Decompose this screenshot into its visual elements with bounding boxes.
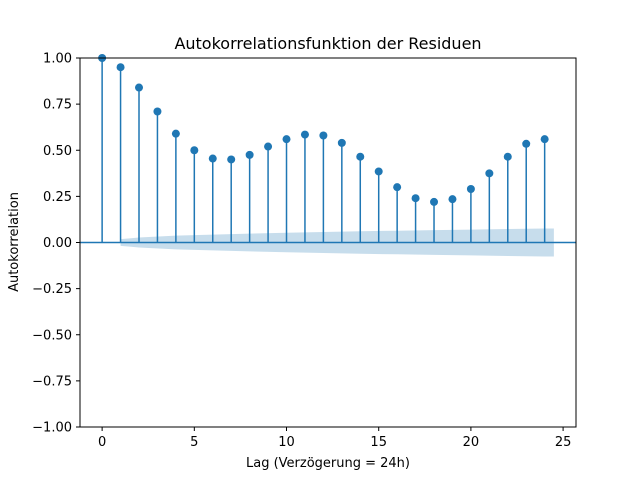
y-tick-label-1: −0.75 xyxy=(32,374,72,389)
acf-point-lag-13 xyxy=(337,138,346,147)
acf-point-lag-1 xyxy=(116,63,125,72)
acf-point-lag-5 xyxy=(190,146,199,155)
y-tick-label-4: 0.00 xyxy=(43,236,72,251)
acf-point-lag-17 xyxy=(411,194,420,203)
acf-point-lag-9 xyxy=(264,142,273,151)
x-tick-label-0: 0 xyxy=(98,435,106,450)
y-tick-label-5: 0.25 xyxy=(43,190,72,205)
chart-title: Autokorrelationsfunktion der Residuen xyxy=(174,34,481,53)
y-tick-label-6: 0.50 xyxy=(43,144,72,159)
acf-point-lag-6 xyxy=(208,154,217,163)
x-axis-label: Lag (Verzögerung = 24h) xyxy=(246,456,410,471)
y-tick-label-0: −1.00 xyxy=(32,421,72,436)
x-tick-label-25: 25 xyxy=(555,435,572,450)
acf-point-lag-10 xyxy=(282,135,291,144)
acf-point-lag-21 xyxy=(485,169,494,178)
x-tick-label-10: 10 xyxy=(278,435,295,450)
acf-point-lag-18 xyxy=(430,197,439,206)
acf-point-lag-16 xyxy=(393,183,402,192)
acf-point-lag-19 xyxy=(448,195,457,204)
acf-point-lag-12 xyxy=(319,131,328,140)
y-tick-label-2: −0.50 xyxy=(32,328,72,343)
acf-point-lag-2 xyxy=(135,83,144,92)
x-tick-label-5: 5 xyxy=(190,435,198,450)
y-axis-label: Autokorrelation xyxy=(7,192,22,292)
y-tick-label-3: −0.25 xyxy=(32,282,72,297)
acf-point-lag-15 xyxy=(374,167,383,176)
acf-point-lag-22 xyxy=(503,152,512,161)
x-tick-label-20: 20 xyxy=(463,435,480,450)
acf-point-lag-8 xyxy=(245,150,254,159)
acf-point-lag-20 xyxy=(466,184,475,193)
acf-point-lag-4 xyxy=(171,129,180,138)
acf-point-lag-3 xyxy=(153,107,162,116)
acf-point-lag-7 xyxy=(227,155,236,164)
acf-point-lag-14 xyxy=(356,152,365,161)
y-tick-label-8: 1.00 xyxy=(43,52,72,67)
acf-point-lag-24 xyxy=(540,135,549,144)
acf-point-lag-23 xyxy=(522,139,531,148)
y-tick-label-7: 0.75 xyxy=(43,98,72,113)
x-tick-label-15: 15 xyxy=(370,435,387,450)
plot-area: 0 5 10 15 20 25 −1.00 −0.75 −0.50 −0.25 0.00 0.25 0.… xyxy=(32,52,577,450)
acf-point-lag-11 xyxy=(300,130,309,139)
